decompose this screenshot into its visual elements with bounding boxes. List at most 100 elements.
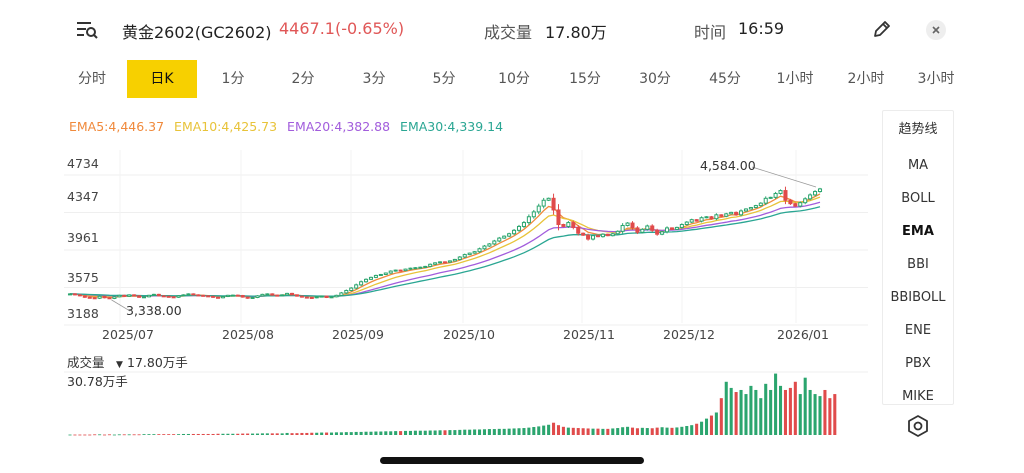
pencil-icon[interactable]: [872, 19, 892, 39]
volume-bar: [275, 433, 279, 435]
hexagon-settings-icon[interactable]: [906, 414, 930, 438]
price-annotations: 4,584.00 3,338.00: [111, 158, 817, 318]
candlestick: [107, 297, 112, 300]
tab-30min[interactable]: 30分: [639, 71, 671, 87]
candlestick: [497, 236, 502, 243]
tab-1min[interactable]: 1分: [221, 71, 245, 87]
candle-body: [220, 296, 225, 299]
candlestick: [635, 226, 640, 235]
candle-body: [605, 233, 610, 237]
volume-bar: [709, 415, 713, 435]
indicator-panel: 趋势线 MA BOLL EMA BBI BBIBOLL ENE PBX MIKE: [882, 110, 954, 405]
candlestick: [146, 294, 151, 298]
volume-bar: [112, 434, 116, 436]
volume-bar: [561, 426, 565, 435]
tab-45min[interactable]: 45分: [709, 71, 741, 87]
volume-bar: [769, 389, 773, 435]
candlestick: [660, 230, 665, 236]
candle-body: [487, 243, 492, 247]
volume-bar: [107, 434, 112, 436]
volume-bar: [655, 427, 659, 435]
close-button[interactable]: [926, 20, 946, 40]
kline-chart[interactable]: 4,584.00 3,338.00 4734 4347 3961 3575 318…: [0, 100, 880, 445]
volume-bar: [537, 426, 541, 435]
indicator-boll[interactable]: BOLL: [901, 191, 935, 206]
tab-2min[interactable]: 2分: [291, 71, 315, 87]
candlestick: [364, 278, 369, 283]
volume-bar: [103, 434, 107, 436]
candlestick: [719, 214, 724, 217]
candle-body: [418, 266, 423, 269]
candlestick: [156, 293, 161, 297]
tab-5min[interactable]: 5分: [432, 71, 456, 87]
indicator-pbx[interactable]: PBX: [905, 356, 931, 371]
tab-2hour[interactable]: 2小时: [847, 71, 885, 87]
candle-body: [423, 265, 428, 268]
candlestick: [655, 228, 660, 236]
candlestick: [462, 253, 467, 258]
indicator-ma[interactable]: MA: [907, 158, 929, 173]
tab-15min[interactable]: 15分: [569, 71, 601, 87]
candle-body: [472, 251, 477, 254]
volume-bar: [270, 433, 274, 435]
candle-body: [230, 294, 235, 297]
volume-bar: [448, 430, 452, 435]
volume-bar: [759, 398, 763, 435]
volume-bar: [833, 394, 837, 435]
indicator-ema[interactable]: EMA: [902, 224, 934, 239]
menu-search-icon[interactable]: [76, 20, 98, 40]
candlestick: [620, 223, 625, 234]
tab-10min[interactable]: 10分: [498, 71, 530, 87]
volume-bar: [783, 389, 787, 435]
volume-bar: [808, 389, 812, 435]
candlestick: [817, 187, 823, 193]
candle-body: [452, 258, 457, 262]
candlestick: [442, 261, 448, 264]
candlestick: [127, 294, 132, 297]
chart-gridlines: [64, 150, 868, 373]
candle-body: [768, 196, 773, 199]
candle-body: [428, 263, 433, 267]
candle-body: [743, 208, 749, 212]
candle-body: [112, 296, 117, 299]
indicator-mike[interactable]: MIKE: [902, 389, 934, 404]
candlestick: [334, 294, 339, 298]
candle-body: [97, 295, 102, 299]
volume-bar: [700, 421, 704, 435]
candle-body: [462, 254, 467, 258]
candle-body: [541, 199, 546, 207]
candlestick: [748, 206, 753, 210]
volume-bar: [196, 433, 200, 435]
volume-bar: [507, 428, 511, 435]
candlestick: [176, 295, 181, 298]
tab-daily-k[interactable]: 日K: [127, 60, 197, 98]
volume-bar: [665, 427, 669, 435]
candlestick: [161, 295, 166, 298]
candlestick: [803, 197, 808, 205]
tab-intraday[interactable]: 分时: [78, 71, 106, 87]
indicator-bbiboll[interactable]: BBIBOLL: [890, 290, 946, 305]
candle-body: [107, 297, 112, 300]
instrument-symbol[interactable]: 黄金2602(GC2602): [122, 23, 272, 42]
candlestick: [314, 296, 319, 299]
indicator-trendline[interactable]: 趋势线: [898, 122, 938, 137]
candlestick: [482, 244, 487, 250]
volume-bar: [83, 434, 87, 436]
tab-3min[interactable]: 3分: [362, 71, 386, 87]
indicator-bbi[interactable]: BBI: [907, 257, 929, 272]
candlestick: [383, 272, 388, 276]
volume-bar: [428, 430, 432, 435]
tab-1hour[interactable]: 1小时: [776, 71, 814, 87]
close-icon: [932, 26, 940, 34]
candlestick: [117, 294, 122, 298]
candle-body: [127, 294, 132, 297]
candle-body: [512, 229, 517, 235]
candlestick: [250, 296, 255, 299]
indicator-ene[interactable]: ENE: [904, 323, 932, 338]
caret-down-icon[interactable]: ▼: [116, 360, 123, 370]
volume-bar: [660, 427, 664, 435]
tab-3hour[interactable]: 3小时: [917, 71, 955, 87]
volume-bar: [473, 429, 477, 435]
candle-body: [280, 294, 285, 297]
volume-bar: [714, 412, 718, 435]
